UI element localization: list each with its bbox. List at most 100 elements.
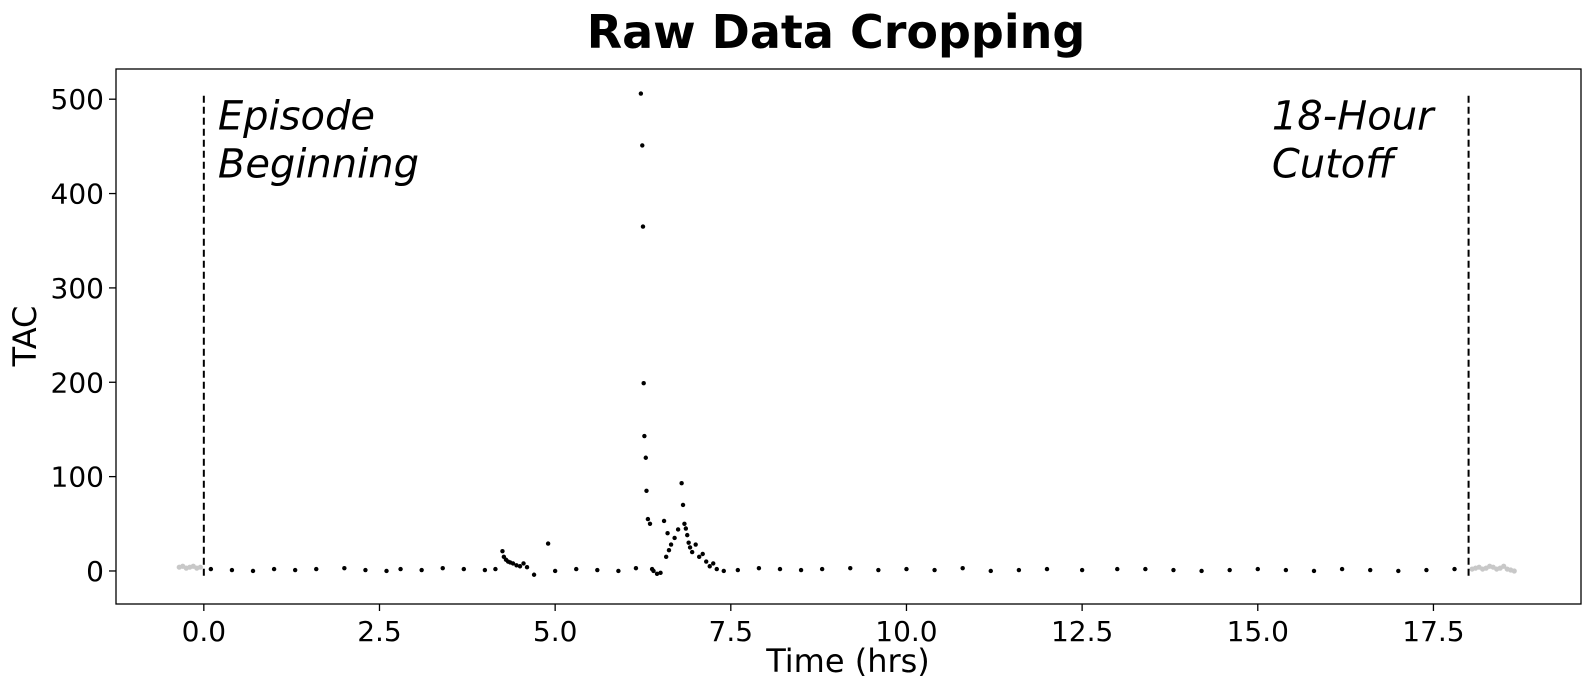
kept-point	[342, 565, 347, 571]
kept-point	[271, 566, 277, 572]
annotation-0: Episode Beginning	[218, 93, 419, 187]
kept-point	[314, 566, 319, 572]
kept-point	[500, 548, 505, 554]
kept-point	[493, 566, 498, 572]
x-tick-label: 2.5	[357, 615, 402, 648]
y-tick-label: 500	[51, 83, 104, 116]
cropped-point	[1501, 563, 1507, 569]
kept-point	[1396, 568, 1401, 574]
kept-point	[384, 568, 389, 574]
kept-point	[642, 433, 647, 439]
chart-title: Raw Data Cropping	[587, 5, 1086, 59]
x-tick-label: 10.0	[875, 615, 937, 648]
kept-point	[1255, 566, 1260, 572]
kept-point	[1079, 567, 1085, 573]
kept-point	[777, 566, 783, 572]
kept-point	[1227, 567, 1232, 573]
y-tick-label: 200	[51, 366, 104, 399]
y-axis-ticks: 0 100 200 300 400 500	[51, 83, 116, 588]
cropped-point	[1511, 568, 1517, 574]
x-axis-ticks: 0.0 2.5 5.0 7.5 10.0 12.5 15.0 17.5	[182, 604, 1465, 648]
kept-point	[735, 567, 741, 573]
kept-point	[208, 566, 214, 572]
kept-point	[643, 455, 648, 460]
kept-point	[517, 564, 523, 569]
kept-point	[679, 481, 684, 486]
x-tick-label: 17.5	[1402, 615, 1464, 648]
kept-point	[1143, 566, 1148, 572]
kept-point	[1199, 568, 1204, 574]
y-tick-label: 100	[51, 461, 104, 494]
kept-point	[645, 516, 651, 522]
kept-point	[988, 568, 993, 574]
kept-point	[651, 568, 656, 574]
kept-point	[1016, 567, 1022, 573]
kept-point	[1339, 566, 1345, 572]
kept-point	[531, 572, 537, 577]
kept-point	[514, 563, 519, 568]
kept-point	[616, 568, 621, 574]
kept-point	[685, 532, 690, 538]
kept-point	[510, 561, 516, 566]
kept-point	[524, 565, 530, 570]
kept-point	[644, 488, 649, 493]
kept-point	[848, 565, 853, 571]
y-tick-label: 300	[51, 272, 104, 305]
kept-point	[1044, 566, 1050, 572]
kept-point	[521, 561, 526, 566]
kept-point	[904, 566, 909, 572]
kept-point	[574, 566, 579, 572]
kept-point	[398, 566, 403, 572]
kept-point	[363, 567, 368, 573]
kept-point	[876, 567, 881, 573]
kept-point	[640, 143, 645, 148]
kept-point	[640, 224, 646, 229]
kept-point	[700, 551, 705, 557]
kept-point	[250, 568, 256, 574]
kept-point	[461, 566, 467, 572]
x-tick-label: 0.0	[182, 615, 227, 648]
cropped-point	[197, 564, 203, 570]
kept-point	[696, 554, 702, 560]
kept-point	[654, 571, 660, 577]
annotations: Episode Beginning 18-Hour Cutoff	[218, 93, 1436, 187]
kept-point	[756, 565, 762, 571]
kept-point	[711, 561, 716, 566]
kept-point	[668, 542, 674, 547]
kept-point	[482, 567, 488, 573]
kept-point	[704, 559, 709, 564]
kept-point	[666, 548, 672, 553]
kept-point	[1424, 567, 1429, 573]
annotation-1: 18-Hour Cutoff	[1272, 93, 1436, 187]
kept-point	[545, 541, 551, 546]
kept-point	[686, 540, 691, 545]
kept-point	[687, 545, 693, 550]
kept-point	[721, 568, 726, 574]
kept-point	[798, 567, 804, 573]
kept-point	[440, 565, 445, 571]
kept-point	[960, 565, 965, 571]
kept-series	[208, 91, 1457, 577]
y-tick-label: 400	[51, 178, 104, 211]
kept-point	[693, 542, 698, 547]
kept-point	[633, 565, 639, 571]
kept-point	[1171, 567, 1176, 573]
kept-point	[1115, 566, 1120, 572]
y-axis-label: TAC	[6, 306, 44, 368]
kept-point	[641, 381, 646, 386]
x-axis-label: Time (hrs)	[765, 642, 930, 680]
plot-area	[115, 68, 1582, 605]
kept-point	[1311, 568, 1317, 574]
kept-point	[707, 564, 712, 569]
kept-point	[663, 554, 669, 560]
kept-point	[819, 566, 825, 572]
kept-point	[689, 549, 695, 555]
y-tick-label: 0	[86, 555, 104, 588]
kept-point	[1283, 567, 1289, 573]
kept-point	[714, 566, 719, 572]
x-tick-label: 7.5	[709, 615, 754, 648]
kept-point	[661, 518, 667, 524]
kept-point	[683, 526, 689, 531]
kept-point	[675, 527, 681, 532]
